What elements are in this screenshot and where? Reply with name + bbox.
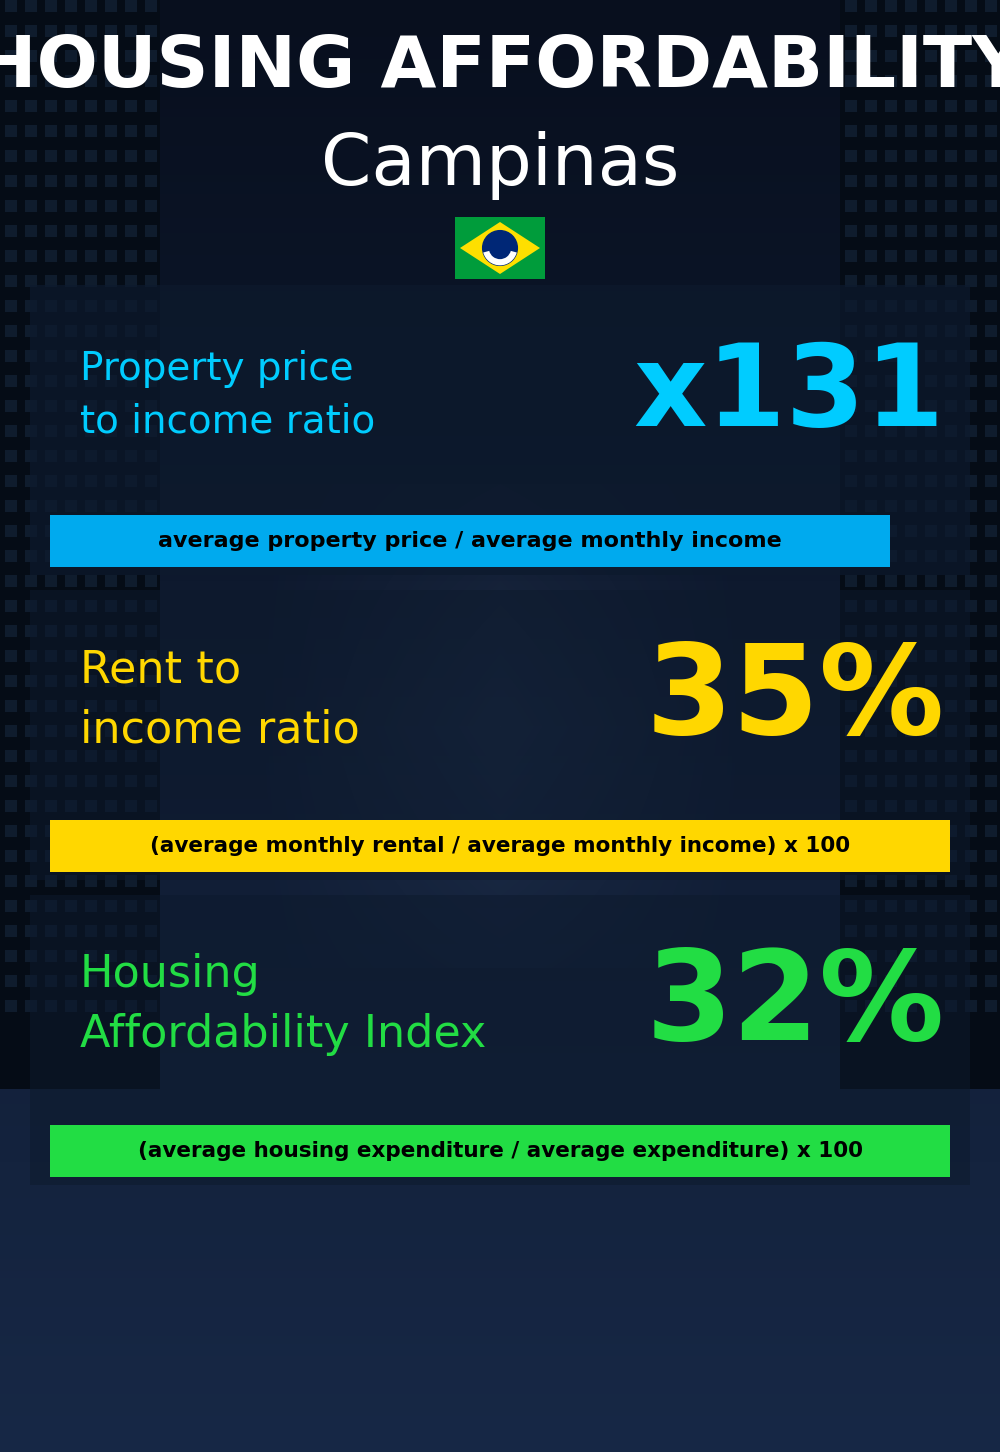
FancyBboxPatch shape — [50, 820, 950, 873]
FancyBboxPatch shape — [30, 894, 970, 1185]
FancyBboxPatch shape — [50, 1125, 950, 1178]
Text: Property price
to income ratio: Property price to income ratio — [80, 350, 375, 440]
Text: (average housing expenditure / average expenditure) x 100: (average housing expenditure / average e… — [138, 1141, 862, 1162]
Text: Campinas: Campinas — [321, 131, 679, 199]
Text: 32%: 32% — [646, 944, 945, 1066]
FancyBboxPatch shape — [30, 590, 970, 880]
FancyBboxPatch shape — [30, 285, 970, 575]
FancyBboxPatch shape — [455, 216, 545, 279]
Text: 35%: 35% — [646, 639, 945, 761]
Text: average property price / average monthly income: average property price / average monthly… — [158, 531, 782, 550]
FancyBboxPatch shape — [50, 515, 890, 566]
Text: x131: x131 — [634, 340, 945, 450]
Wedge shape — [483, 251, 517, 266]
Text: Housing
Affordability Index: Housing Affordability Index — [80, 954, 486, 1057]
Polygon shape — [460, 222, 540, 274]
Text: Rent to
income ratio: Rent to income ratio — [80, 649, 360, 752]
Circle shape — [483, 231, 517, 266]
Text: (average monthly rental / average monthly income) x 100: (average monthly rental / average monthl… — [150, 836, 850, 857]
Text: HOUSING AFFORDABILITY: HOUSING AFFORDABILITY — [0, 33, 1000, 103]
